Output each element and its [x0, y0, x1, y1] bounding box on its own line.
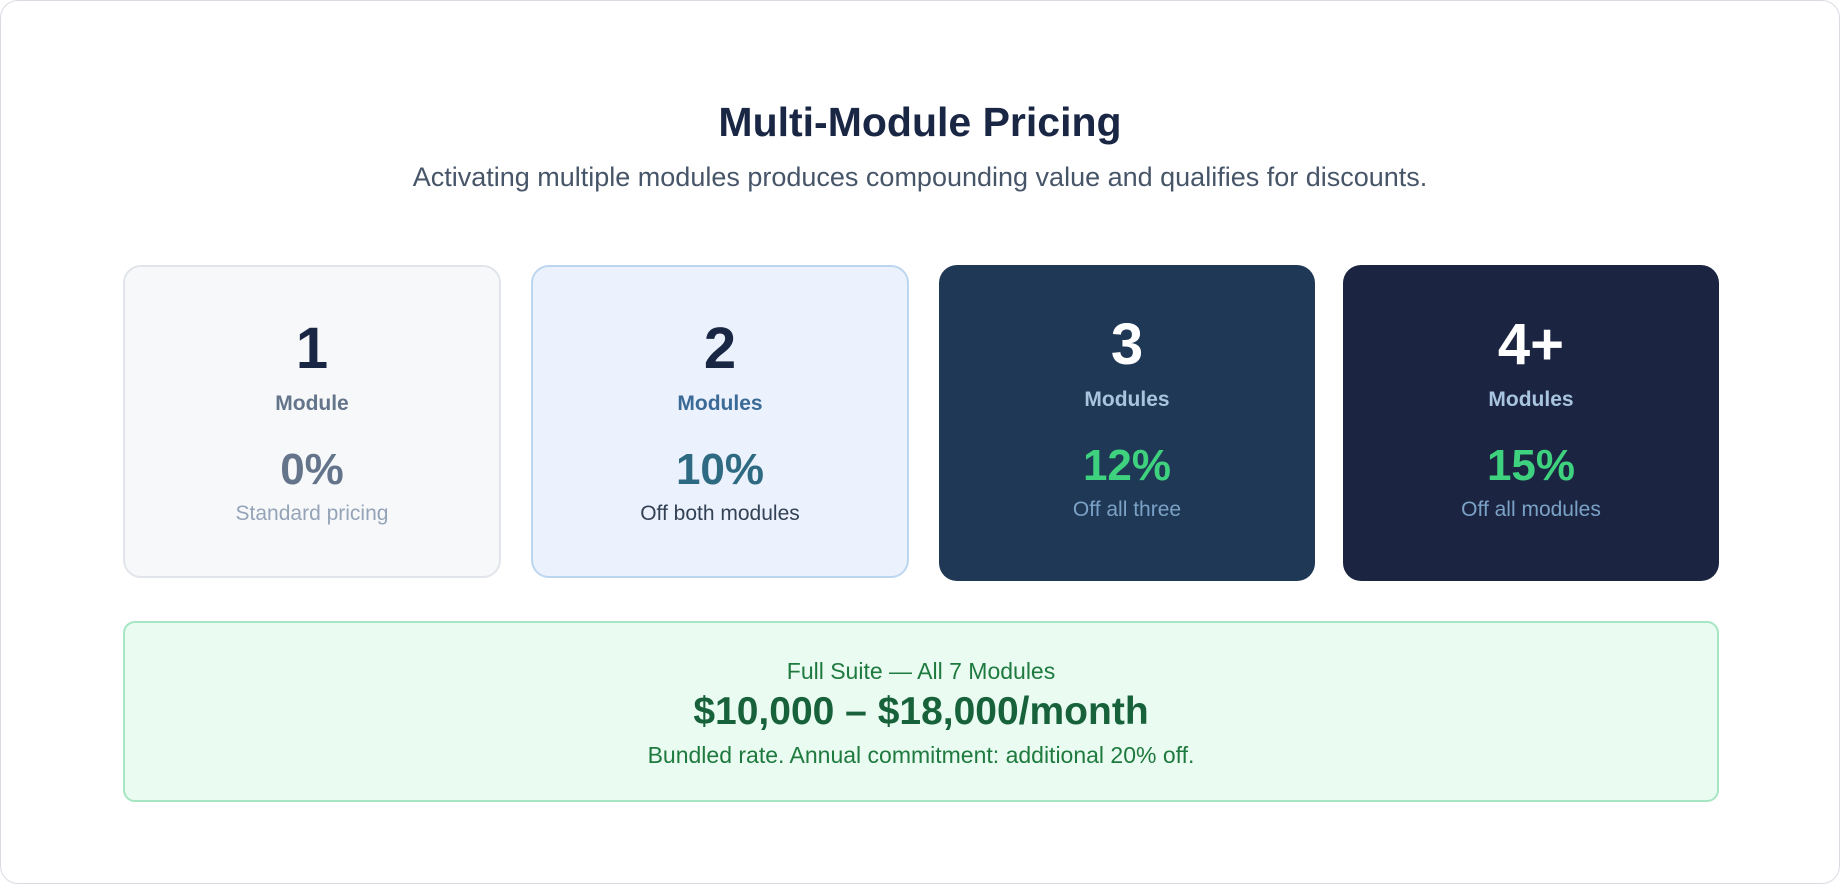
suite-price: $10,000 – $18,000/month — [693, 690, 1149, 733]
tier-card-4-plus-modules: 4+ Modules 15% Off all modules — [1343, 265, 1719, 581]
tier-note: Off all modules — [1461, 498, 1601, 521]
tier-note: Off all three — [1072, 498, 1182, 521]
suite-label: Full Suite — All 7 Modules — [786, 658, 1056, 684]
tier-count: 1 — [295, 316, 329, 381]
tier-count: 4+ — [1497, 312, 1565, 377]
tier-card-1-module: 1 Module 0% Standard pricing — [123, 265, 501, 578]
tier-card-2-modules: 2 Modules 10% Off both modules — [531, 265, 909, 578]
tier-discount: 0% — [280, 445, 344, 494]
tier-count: 2 — [703, 316, 737, 381]
full-suite-banner: Full Suite — All 7 Modules $10,000 – $18… — [123, 621, 1719, 802]
tier-unit: Modules — [677, 392, 763, 415]
tier-discount: 10% — [675, 445, 765, 494]
page-title: Multi-Module Pricing — [718, 99, 1122, 145]
tier-discount: 15% — [1486, 441, 1576, 490]
tier-unit: Module — [275, 392, 349, 415]
tier-note: Off both modules — [640, 502, 800, 525]
tier-count: 3 — [1110, 312, 1144, 377]
suite-note: Bundled rate. Annual commitment: additio… — [647, 742, 1195, 768]
tier-unit: Modules — [1488, 388, 1574, 411]
tier-unit: Modules — [1084, 388, 1170, 411]
tier-discount: 12% — [1082, 441, 1172, 490]
page-subtitle: Activating multiple modules produces com… — [412, 162, 1428, 192]
tier-note: Standard pricing — [235, 502, 389, 525]
tier-card-3-modules: 3 Modules 12% Off all three — [939, 265, 1315, 581]
